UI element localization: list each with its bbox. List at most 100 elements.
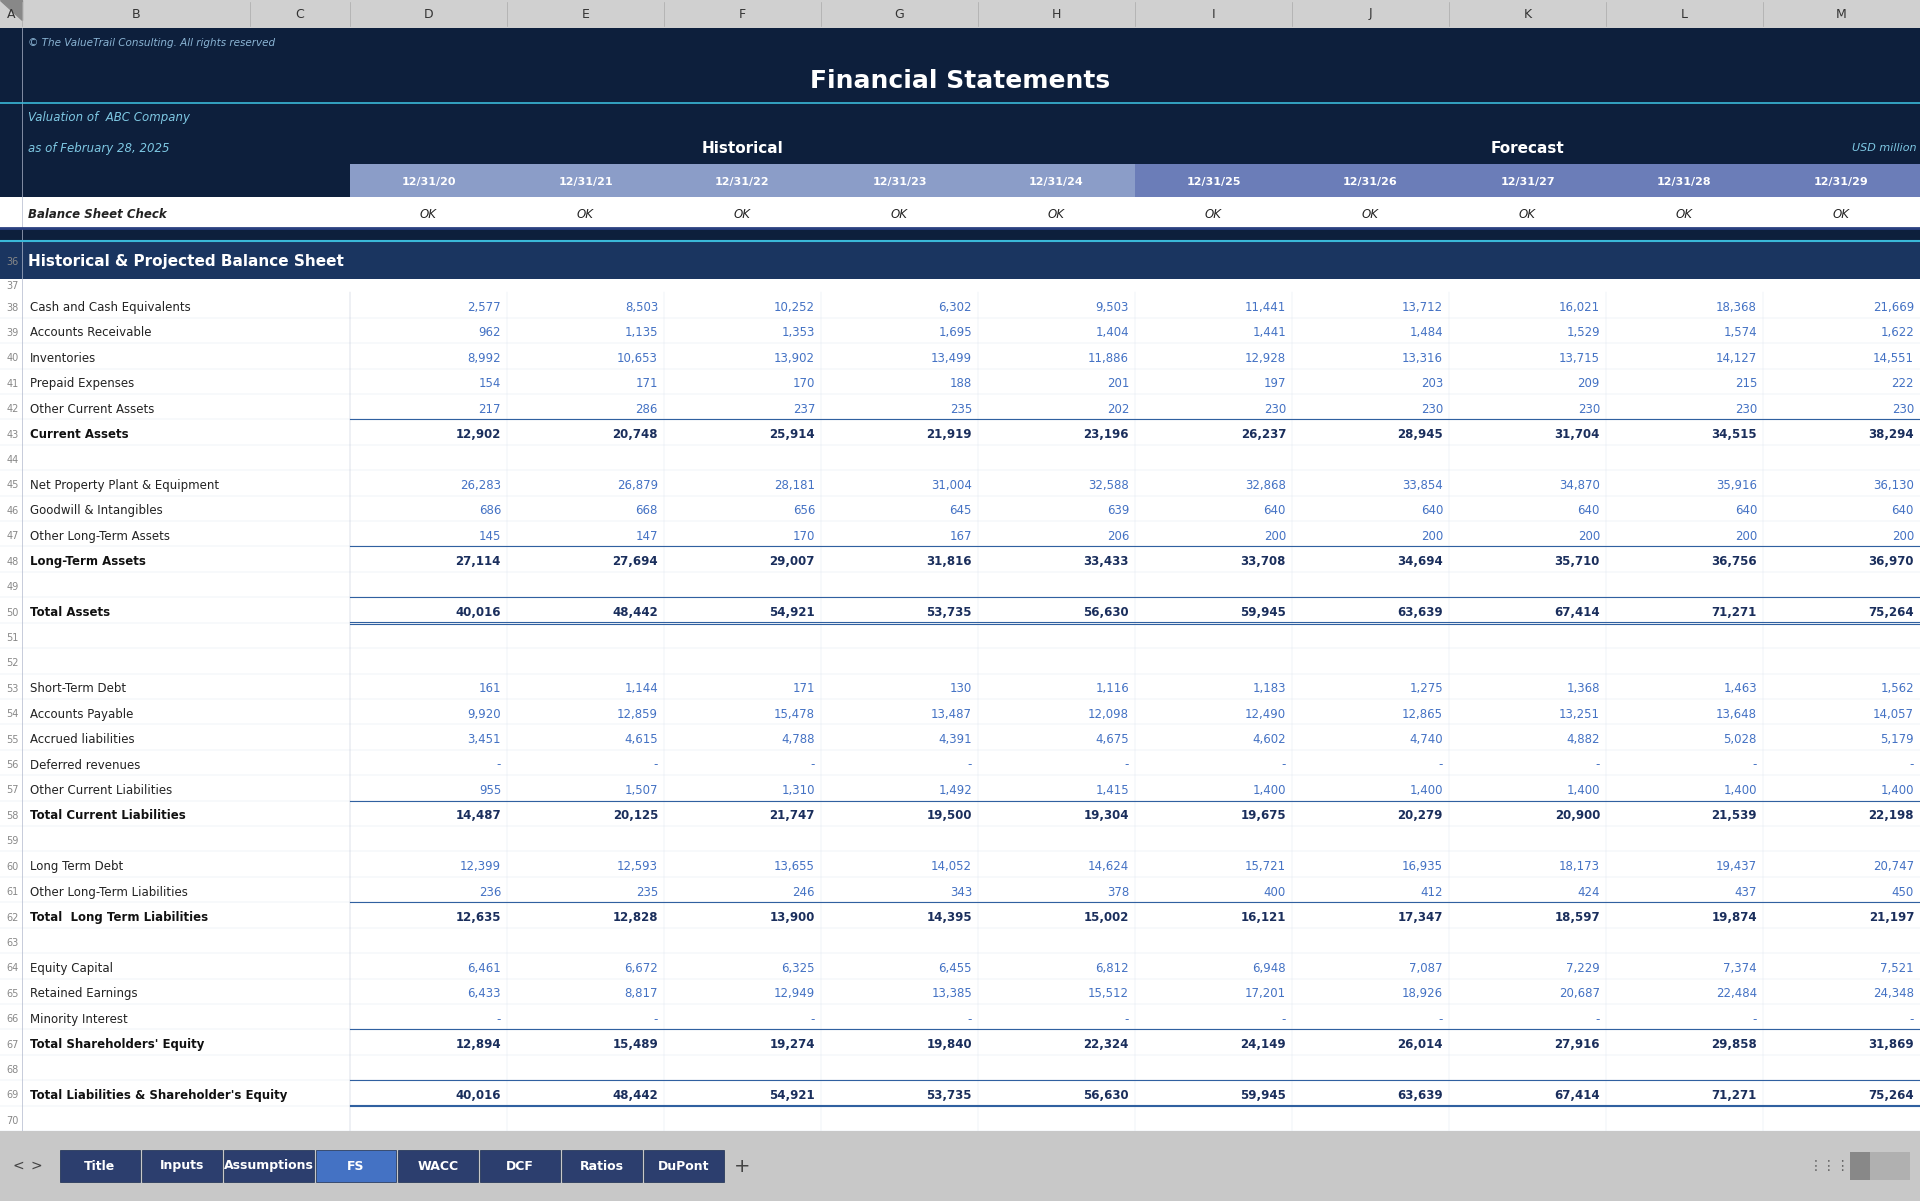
- Text: 955: 955: [478, 784, 501, 797]
- Text: as of February 28, 2025: as of February 28, 2025: [29, 142, 169, 155]
- Text: 12,949: 12,949: [774, 987, 814, 1000]
- Text: >: >: [31, 1159, 42, 1173]
- Text: -: -: [968, 759, 972, 771]
- Text: 12/31/27: 12/31/27: [1500, 178, 1555, 187]
- Bar: [0, 102, 1920, 130]
- Text: 14,624: 14,624: [1089, 860, 1129, 873]
- Text: Other Current Assets: Other Current Assets: [31, 402, 154, 416]
- Text: DuPont: DuPont: [659, 1159, 710, 1172]
- Text: -: -: [810, 759, 814, 771]
- Text: 8,503: 8,503: [624, 301, 659, 315]
- Text: 13,902: 13,902: [774, 352, 814, 365]
- Bar: [0, 369, 1920, 394]
- Text: 9,503: 9,503: [1096, 301, 1129, 315]
- Text: 230: 230: [1263, 402, 1286, 416]
- Bar: [0, 954, 1920, 979]
- Text: Equity Capital: Equity Capital: [31, 962, 113, 975]
- Text: 51: 51: [6, 633, 19, 643]
- Text: 6,812: 6,812: [1096, 962, 1129, 975]
- Text: 26,237: 26,237: [1240, 428, 1286, 441]
- Text: 50: 50: [6, 608, 19, 617]
- Text: 56,630: 56,630: [1083, 607, 1129, 619]
- Text: 640: 640: [1263, 504, 1286, 518]
- Text: 56,630: 56,630: [1083, 1089, 1129, 1103]
- Text: 35,916: 35,916: [1716, 479, 1757, 492]
- Text: 15,489: 15,489: [612, 1038, 659, 1051]
- Text: 71,271: 71,271: [1713, 1089, 1757, 1103]
- Text: OK: OK: [578, 208, 593, 221]
- Text: 39: 39: [8, 328, 19, 337]
- Text: 32,588: 32,588: [1089, 479, 1129, 492]
- Text: 14,395: 14,395: [925, 912, 972, 924]
- Text: 6,948: 6,948: [1252, 962, 1286, 975]
- Text: 8,817: 8,817: [624, 987, 659, 1000]
- Text: F: F: [739, 7, 747, 20]
- Text: 23,196: 23,196: [1083, 428, 1129, 441]
- Text: 1,144: 1,144: [624, 682, 659, 695]
- Text: 12,894: 12,894: [455, 1038, 501, 1051]
- Bar: [643, 1151, 724, 1182]
- Text: -: -: [1283, 1012, 1286, 1026]
- Bar: [0, 1080, 1920, 1106]
- Text: 12,928: 12,928: [1244, 352, 1286, 365]
- Text: H: H: [1052, 7, 1062, 20]
- Text: 424: 424: [1578, 885, 1599, 898]
- Text: M: M: [1836, 7, 1847, 20]
- Text: 31,869: 31,869: [1868, 1038, 1914, 1051]
- Text: 28,945: 28,945: [1398, 428, 1444, 441]
- Text: 6,325: 6,325: [781, 962, 814, 975]
- Text: 5,179: 5,179: [1880, 733, 1914, 746]
- Bar: [0, 572, 1920, 597]
- Text: 28,181: 28,181: [774, 479, 814, 492]
- Text: +: +: [733, 1157, 751, 1176]
- Text: -: -: [497, 759, 501, 771]
- Text: 12,635: 12,635: [455, 912, 501, 924]
- Text: 11,441: 11,441: [1244, 301, 1286, 315]
- Text: 16,935: 16,935: [1402, 860, 1444, 873]
- Text: 4,615: 4,615: [624, 733, 659, 746]
- Text: 43: 43: [8, 430, 19, 440]
- Text: 286: 286: [636, 402, 659, 416]
- Text: Inventories: Inventories: [31, 352, 96, 365]
- Text: -: -: [1753, 1012, 1757, 1026]
- Text: 7,374: 7,374: [1724, 962, 1757, 975]
- Text: 236: 236: [478, 885, 501, 898]
- Text: -: -: [968, 1012, 972, 1026]
- Text: OK: OK: [1834, 208, 1851, 221]
- Text: 6,672: 6,672: [624, 962, 659, 975]
- Text: Prepaid Expenses: Prepaid Expenses: [31, 377, 134, 390]
- Text: 21,539: 21,539: [1711, 809, 1757, 823]
- Text: 46: 46: [8, 506, 19, 516]
- Text: 12/31/23: 12/31/23: [872, 178, 927, 187]
- Text: 12/31/22: 12/31/22: [714, 178, 770, 187]
- Text: 202: 202: [1106, 402, 1129, 416]
- Bar: [0, 749, 1920, 775]
- Text: 147: 147: [636, 530, 659, 543]
- Text: 13,900: 13,900: [770, 912, 814, 924]
- Text: 5,028: 5,028: [1724, 733, 1757, 746]
- Text: 58: 58: [6, 811, 19, 820]
- Text: 167: 167: [950, 530, 972, 543]
- Text: 13,648: 13,648: [1716, 707, 1757, 721]
- Text: 1,310: 1,310: [781, 784, 814, 797]
- Bar: [480, 1151, 561, 1182]
- Text: OK: OK: [420, 208, 438, 221]
- Text: 1,574: 1,574: [1724, 327, 1757, 340]
- Text: 1,400: 1,400: [1409, 784, 1444, 797]
- Text: FS: FS: [348, 1159, 365, 1172]
- Text: 65: 65: [6, 988, 19, 999]
- Text: 1,492: 1,492: [939, 784, 972, 797]
- Text: 44: 44: [8, 455, 19, 465]
- Bar: [0, 801, 1920, 826]
- Text: 188: 188: [950, 377, 972, 390]
- Text: 34,870: 34,870: [1559, 479, 1599, 492]
- Text: 38: 38: [8, 303, 19, 312]
- Text: 20,279: 20,279: [1398, 809, 1444, 823]
- Text: 36,130: 36,130: [1874, 479, 1914, 492]
- Text: C: C: [296, 7, 305, 20]
- Text: 962: 962: [478, 327, 501, 340]
- Text: 170: 170: [793, 377, 814, 390]
- Text: 1,562: 1,562: [1880, 682, 1914, 695]
- Text: <: <: [12, 1159, 23, 1173]
- Text: 24,348: 24,348: [1874, 987, 1914, 1000]
